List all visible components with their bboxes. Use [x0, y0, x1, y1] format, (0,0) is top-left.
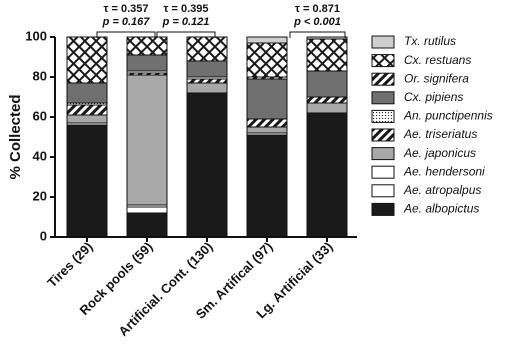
legend-swatch [371, 202, 395, 216]
legend-label: Ae. albopictus [403, 202, 479, 216]
legend-label: Or. signifera [404, 71, 469, 85]
bar-segment [66, 36, 108, 84]
bar-segment [186, 78, 228, 84]
bar-segment [186, 92, 228, 238]
bar-segment [246, 78, 288, 120]
bar-segment [66, 82, 108, 104]
bar-segment [306, 36, 348, 40]
y-tick-label: 20 [33, 188, 47, 203]
annotation-p: p = 0.121 [162, 16, 210, 28]
bar-segment [306, 102, 348, 114]
legend-label: Ae. hendersoni [403, 164, 485, 178]
bar-segment [126, 212, 168, 238]
legend-swatch [371, 72, 395, 86]
legend-label: An. punctipennis [403, 109, 493, 123]
annotation-tau: τ = 0.357 [104, 3, 149, 15]
bar-segment [186, 60, 228, 78]
legend-swatch [371, 184, 395, 198]
bar-segment [306, 96, 348, 104]
bar-segment [246, 126, 288, 134]
bar-segment [306, 70, 348, 98]
legend-swatch [371, 128, 395, 142]
bar-segment [126, 36, 168, 56]
y-tick-label: 40 [33, 148, 47, 163]
annotation-p: p = 0.167 [102, 16, 151, 28]
bar-segment [186, 36, 228, 62]
bar-segment [306, 38, 348, 72]
x-tick-label: Tires (29) [44, 239, 95, 290]
y-axis-label: % Collected [7, 94, 24, 179]
legend-label: Ae. japonicus [403, 146, 476, 160]
bar-segment [126, 206, 168, 214]
legend-swatch [371, 165, 395, 179]
legend-label: Tx. rutilus [404, 34, 456, 48]
legend-label: Cx. restuans [404, 53, 471, 67]
bar-segment [126, 74, 168, 206]
legend-swatch [371, 35, 395, 49]
legend-swatch [371, 109, 395, 123]
bar-segment [66, 124, 108, 238]
legend-swatch [371, 147, 395, 161]
bar-segment [186, 82, 228, 94]
bar-segment [246, 36, 288, 44]
bar-segment [306, 112, 348, 238]
legend-label: Cx. pipiens [404, 90, 463, 104]
legend-label: Ae. triseriatus [403, 127, 477, 141]
y-tick-label: 0 [40, 228, 47, 243]
bracket [289, 31, 346, 38]
y-tick-label: 60 [33, 108, 47, 123]
legend-swatch [371, 91, 395, 105]
bracket [156, 31, 216, 38]
bar-segment [246, 118, 288, 128]
bar-segment [246, 134, 288, 238]
annotation-tau: τ = 0.871 [295, 3, 340, 15]
bar-segment [246, 42, 288, 78]
legend-swatch [371, 54, 395, 68]
bar-segment [66, 114, 108, 124]
bracket [96, 31, 156, 38]
annotation-p: p < 0.001 [293, 16, 341, 28]
bar-segment [126, 54, 168, 72]
bar-segment [66, 104, 108, 116]
annotation-tau: τ = 0.395 [164, 3, 209, 15]
legend-label: Ae. atropalpus [403, 183, 481, 197]
y-tick-label: 100 [25, 28, 47, 43]
y-tick-label: 80 [33, 68, 47, 83]
